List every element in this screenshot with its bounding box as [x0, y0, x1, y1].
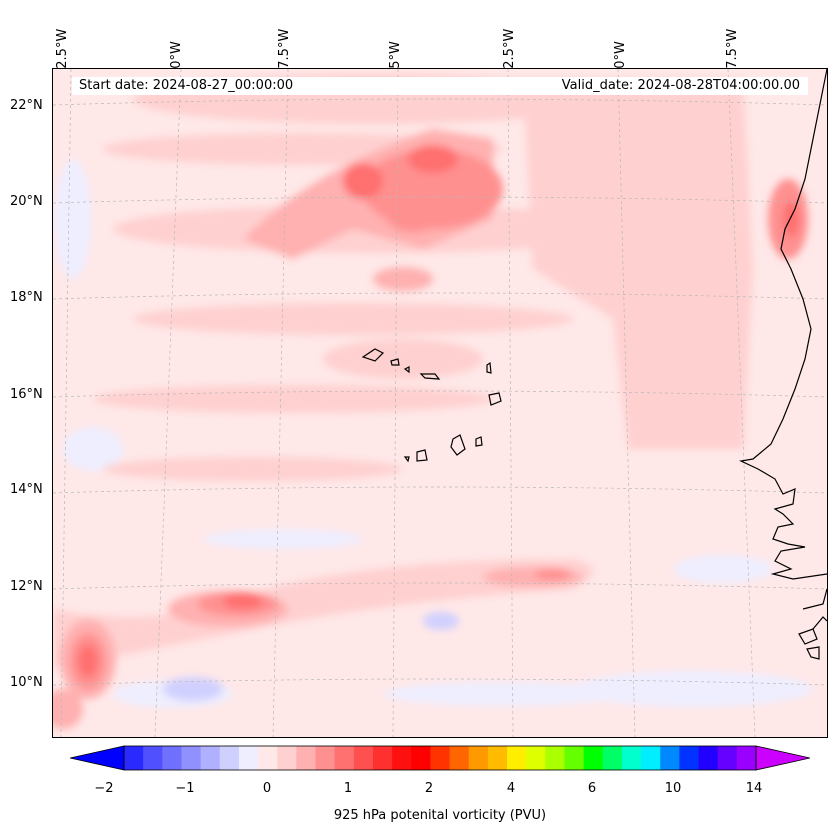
colorbar — [70, 745, 810, 771]
colorbar-bin — [717, 746, 738, 770]
colorbar-bin — [545, 746, 565, 770]
valid-date-label: Valid_date: 2024-08-28T04:00:00.00 — [561, 78, 800, 93]
colorbar-bin — [621, 746, 642, 770]
colorbar-bin — [334, 746, 355, 770]
colorbar-bin — [430, 746, 451, 770]
colorbar-bin — [583, 746, 604, 770]
colorbar-bin — [315, 746, 336, 770]
coastlines — [361, 69, 827, 660]
cb-tick: 1 — [343, 781, 353, 796]
colorbar-bin — [679, 746, 700, 770]
colorbar-bin — [124, 746, 144, 770]
cb-tick: 0 — [262, 781, 272, 796]
colorbar-bin — [277, 746, 297, 770]
pv-shaded-field — [53, 74, 813, 729]
colorbar-bin — [143, 746, 163, 770]
colorbar-bin — [564, 746, 585, 770]
colorbar-bin — [200, 746, 221, 770]
colorbar-outline — [123, 745, 757, 771]
colorbar-extend-low — [70, 745, 125, 771]
colorbar-bin — [449, 746, 470, 770]
colorbar-bin — [468, 746, 489, 770]
colorbar-bin — [698, 746, 719, 770]
colorbar-bins — [124, 746, 757, 770]
colorbar-bin — [372, 746, 393, 770]
cb-tick: 10 — [664, 781, 682, 796]
colorbar-bin — [411, 746, 431, 770]
colorbar-bin — [296, 746, 317, 770]
cape-verde-islands — [361, 348, 502, 463]
colorbar-bin — [736, 746, 757, 770]
colorbar-bin — [507, 746, 527, 770]
cb-tick: 14 — [745, 781, 763, 796]
lat-label-14n: 14°N — [10, 482, 43, 497]
cb-tick: 6 — [587, 781, 597, 796]
start-date-label: Start date: 2024-08-27_00:00:00 — [79, 78, 294, 93]
colorbar-bin — [641, 746, 661, 770]
cb-tick: 2 — [424, 781, 434, 796]
lat-label-18n: 18°N — [10, 290, 43, 305]
colorbar-bin — [258, 746, 278, 770]
colorbar-bin — [487, 746, 508, 770]
colorbar-bin — [526, 746, 546, 770]
colorbar-bin — [602, 746, 623, 770]
cb-tick: 4 — [506, 781, 516, 796]
cb-tick: −2 — [94, 781, 114, 796]
cb-tick: −1 — [175, 781, 195, 796]
map-panel — [52, 68, 828, 738]
lat-label-20n: 20°N — [10, 194, 43, 209]
colorbar-label: 925 hPa potenital vorticity (PVU) — [333, 808, 547, 823]
pv-contour-map — [53, 69, 827, 737]
lat-label-22n: 22°N — [10, 98, 43, 113]
lat-label-10n: 10°N — [10, 675, 43, 690]
gridlines — [53, 69, 827, 737]
colorbar-bin — [660, 746, 680, 770]
africa-coastline — [739, 69, 827, 580]
lat-label-16n: 16°N — [10, 387, 43, 402]
colorbar-bin — [392, 746, 412, 770]
date-info-bar: Start date: 2024-08-27_00:00:00 Valid_da… — [72, 77, 808, 95]
colorbar-bin — [353, 746, 374, 770]
colorbar-bin — [162, 746, 182, 770]
colorbar-bin — [181, 746, 202, 770]
colorbar-extend-high — [755, 745, 810, 771]
lat-label-12n: 12°N — [10, 579, 43, 594]
colorbar-bin — [219, 746, 240, 770]
colorbar-bin — [238, 746, 259, 770]
